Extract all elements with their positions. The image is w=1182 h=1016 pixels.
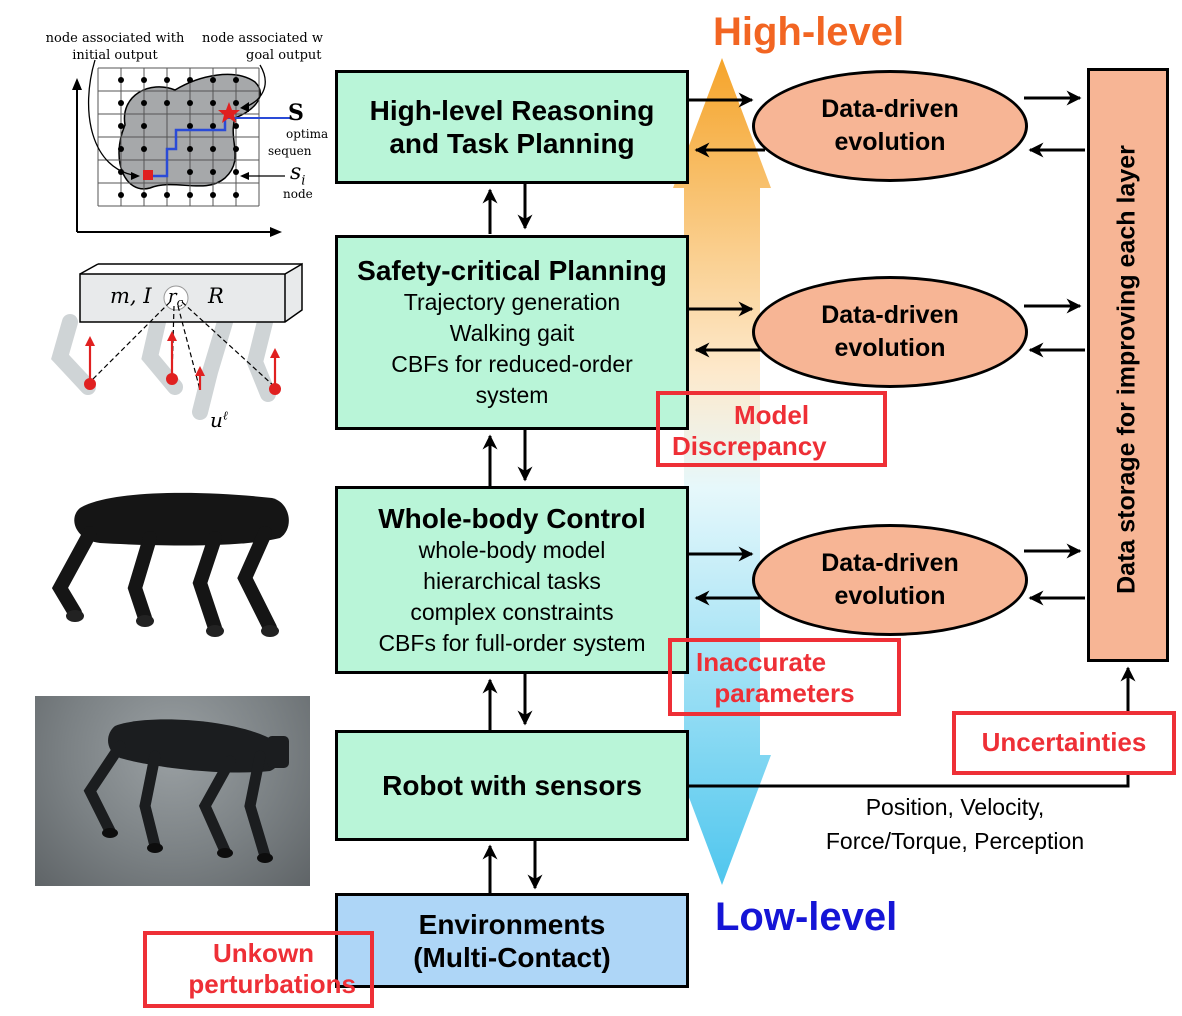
goal-node-label: node associated w goal output: [202, 30, 323, 64]
com-base: r: [168, 286, 177, 307]
safety-line: Trajectory generation: [403, 289, 621, 315]
hierarchy-double-arrow: [673, 58, 771, 885]
label-line: node associated w: [202, 31, 323, 46]
sequence-label: optima sequen: [268, 126, 328, 160]
label-line: optima: [286, 127, 329, 141]
safety-line: Walking gait: [449, 320, 575, 346]
safety-line: system: [475, 382, 549, 408]
data-storage-block: [1087, 68, 1169, 662]
label-line: sequen: [268, 144, 312, 158]
evolution-oval-1: Data-driven evolution: [752, 70, 1028, 182]
evolution-label: Data-driven: [821, 549, 959, 577]
safety-planning-block: Safety-critical Planning Trajectory gene…: [335, 235, 689, 430]
robot-title: Robot with sensors: [382, 770, 642, 801]
si-base: s: [290, 160, 302, 185]
whole-body-control-block: Whole-body Control whole-body model hier…: [335, 486, 689, 674]
reasoning-block: High-level Reasoning and Task Planning: [335, 70, 689, 184]
issue-line: Discrepancy: [672, 431, 827, 461]
planning-grid-figure: [72, 59, 290, 237]
feedback-line: Force/Torque, Perception: [825, 828, 1085, 854]
com-subscript: c: [176, 295, 184, 310]
input-superscript: ℓ: [222, 408, 228, 423]
issue-line: Unkown: [212, 938, 315, 968]
com-label: rc: [168, 286, 183, 310]
input-base: u: [210, 408, 223, 432]
quadruped-model-render: [40, 488, 310, 648]
si-symbol: si: [290, 160, 305, 188]
data-storage-label: Data storage for improving each layer: [1112, 145, 1141, 594]
reduced-model-figure: [51, 262, 303, 420]
reduced-order-model-illustration: m, I rc R uℓ: [40, 262, 330, 442]
high-level-label: High-level: [713, 10, 905, 54]
quadruped-render-figure: [51, 492, 289, 637]
env-title-line-2: (Multi-Contact): [413, 941, 611, 973]
evolution-label: Data-driven: [821, 301, 959, 329]
wbc-title: Whole-body Control: [378, 502, 646, 534]
inaccurate-parameters-label: Inaccurate parameters: [668, 638, 901, 716]
planning-grid-illustration: node associated with initial output node…: [0, 0, 328, 240]
wbc-line: CBFs for full-order system: [378, 629, 646, 656]
unknown-perturbations-label: Unkown perturbations: [143, 931, 374, 1008]
arrow-robot-feedback-to-storage: [689, 666, 1136, 788]
low-level-label: Low-level: [715, 895, 898, 939]
evolution-oval-3: Data-driven evolution: [752, 524, 1028, 636]
node-label: node: [283, 187, 313, 201]
si-subscript: i: [301, 173, 306, 189]
label-line: initial output: [72, 48, 158, 63]
evolution-label: Data-driven: [821, 95, 959, 123]
issue-line: Model: [733, 400, 810, 430]
model-discrepancy-label: Model Discrepancy: [656, 391, 887, 467]
safety-title: Safety-critical Planning: [357, 255, 667, 286]
rotation-label: R: [208, 284, 224, 308]
robot-block: Robot with sensors: [335, 730, 689, 841]
safety-line: CBFs for reduced-order: [391, 351, 633, 377]
evolution-label: evolution: [834, 334, 946, 362]
label-line: goal output: [246, 48, 322, 63]
feedback-line: Position, Velocity,: [865, 794, 1045, 820]
reasoning-title-line-2: and Task Planning: [389, 128, 635, 159]
input-label: uℓ: [210, 408, 228, 432]
evolution-label: evolution: [834, 582, 946, 610]
initial-node-label: node associated with initial output: [40, 30, 190, 64]
robot-photo-figure: [83, 719, 289, 863]
mass-inertia-label: m, I: [110, 284, 152, 308]
issue-line: Inaccurate: [696, 647, 827, 677]
environment-block: Environments (Multi-Contact): [335, 893, 689, 988]
wbc-line: complex constraints: [410, 598, 614, 625]
robot-photo: [35, 696, 310, 886]
sensor-feedback-text: Position, Velocity, Force/Torque, Percep…: [770, 790, 1140, 858]
evolution-oval-2: Data-driven evolution: [752, 276, 1028, 388]
issue-line: perturbations: [188, 969, 356, 999]
issue-line: Uncertainties: [981, 727, 1147, 757]
reasoning-title-line-1: High-level Reasoning: [369, 95, 655, 126]
uncertainties-label: Uncertainties: [952, 711, 1176, 775]
label-line: node associated with: [45, 31, 185, 46]
wbc-line: whole-body model: [418, 536, 606, 563]
sequence-symbol: S: [288, 100, 304, 126]
evolution-label: evolution: [834, 128, 946, 156]
env-title-line-1: Environments: [418, 908, 606, 940]
issue-line: parameters: [714, 678, 855, 708]
wbc-line: hierarchical tasks: [423, 567, 601, 594]
